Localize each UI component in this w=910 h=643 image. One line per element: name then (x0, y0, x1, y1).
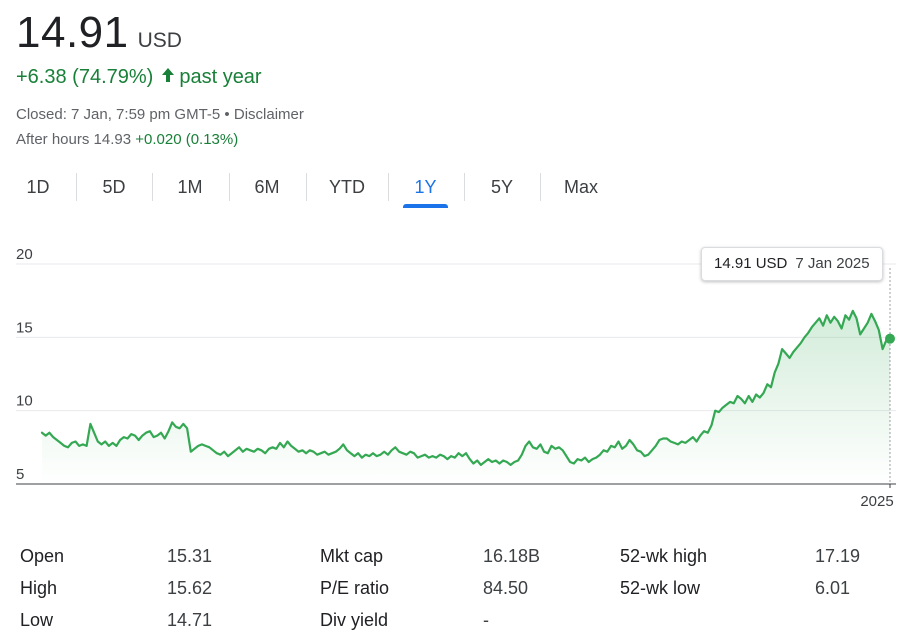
tab-ytd[interactable]: YTD (329, 177, 365, 197)
closed-line: Closed: 7 Jan, 7:59 pm GMT-5 • Disclaime… (16, 106, 304, 123)
tab-divider (229, 173, 230, 201)
stat-value-low: 14.71 (167, 610, 213, 630)
stat-value-52wk-high: 17.19 (815, 546, 861, 566)
tab-divider (76, 173, 77, 201)
y-tick-label: 10 (16, 393, 33, 410)
stat-value-mkt-cap: 16.18B (483, 546, 541, 566)
stat-label-mkt-cap: Mkt cap (320, 546, 384, 566)
stat-label-high: High (20, 578, 58, 598)
price-chart[interactable]: 5 10 15 20 2025 (0, 240, 910, 520)
stat-label-open: Open (20, 546, 65, 566)
y-tick-label: 15 (16, 319, 33, 336)
stat-value-high: 15.62 (167, 578, 213, 598)
stat-value-pe-ratio: 84.50 (483, 578, 529, 598)
current-point-marker (885, 333, 895, 344)
y-tick-label: 20 (16, 246, 33, 263)
tooltip-value: 14.91 USD (714, 255, 788, 272)
tab-6m[interactable]: 6M (254, 177, 280, 197)
stat-label-52wk-low: 52-wk low (620, 578, 701, 598)
tab-1d[interactable]: 1D (26, 177, 50, 197)
change-period: past year (179, 66, 262, 88)
stat-label-52wk-high: 52-wk high (620, 546, 708, 566)
tooltip-date: 7 Jan 2025 (795, 255, 870, 272)
meta-separator: • (220, 106, 234, 123)
tab-divider (540, 173, 541, 201)
current-price: 14.91 (16, 8, 129, 57)
stat-label-low: Low (20, 610, 54, 630)
tab-5y[interactable]: 5Y (490, 177, 514, 197)
x-tick-label: 2025 (860, 493, 893, 510)
range-tabs: 1D 5D 1M 6M YTD 1Y 5Y Max (0, 170, 640, 210)
price-header: 14.91 USD (16, 8, 182, 58)
arrow-up-icon (161, 66, 175, 89)
stat-label-pe-ratio: P/E ratio (320, 578, 390, 598)
stat-value-52wk-low: 6.01 (815, 578, 851, 598)
tab-1m[interactable]: 1M (177, 177, 203, 197)
tab-5d[interactable]: 5D (102, 177, 126, 197)
tab-divider (464, 173, 465, 201)
chart-tooltip: 14.91 USD 7 Jan 2025 (701, 247, 883, 281)
after-hours-price: After hours 14.93 (16, 131, 132, 148)
y-tick-label: 5 (16, 466, 24, 483)
change-value: +6.38 (74.79%) (16, 66, 154, 88)
stat-value-div-yield: - (483, 610, 489, 630)
tab-max[interactable]: Max (563, 177, 598, 197)
price-area-fill (42, 310, 890, 484)
tab-1y[interactable]: 1Y (403, 170, 448, 208)
closed-time: Closed: 7 Jan, 7:59 pm GMT-5 (16, 106, 221, 123)
tab-divider (388, 173, 389, 201)
stat-value-open: 15.31 (167, 546, 213, 566)
after-hours-line: After hours 14.93 +0.020 (0.13%) (16, 131, 238, 148)
price-line (40, 309, 892, 466)
tab-divider (306, 173, 307, 201)
price-change: +6.38 (74.79%) past year (16, 66, 262, 89)
currency-label: USD (137, 29, 182, 52)
disclaimer-link[interactable]: Disclaimer (233, 106, 304, 123)
after-hours-change: +0.020 (0.13%) (135, 131, 239, 148)
tab-divider (152, 173, 153, 201)
stat-label-div-yield: Div yield (320, 610, 389, 630)
